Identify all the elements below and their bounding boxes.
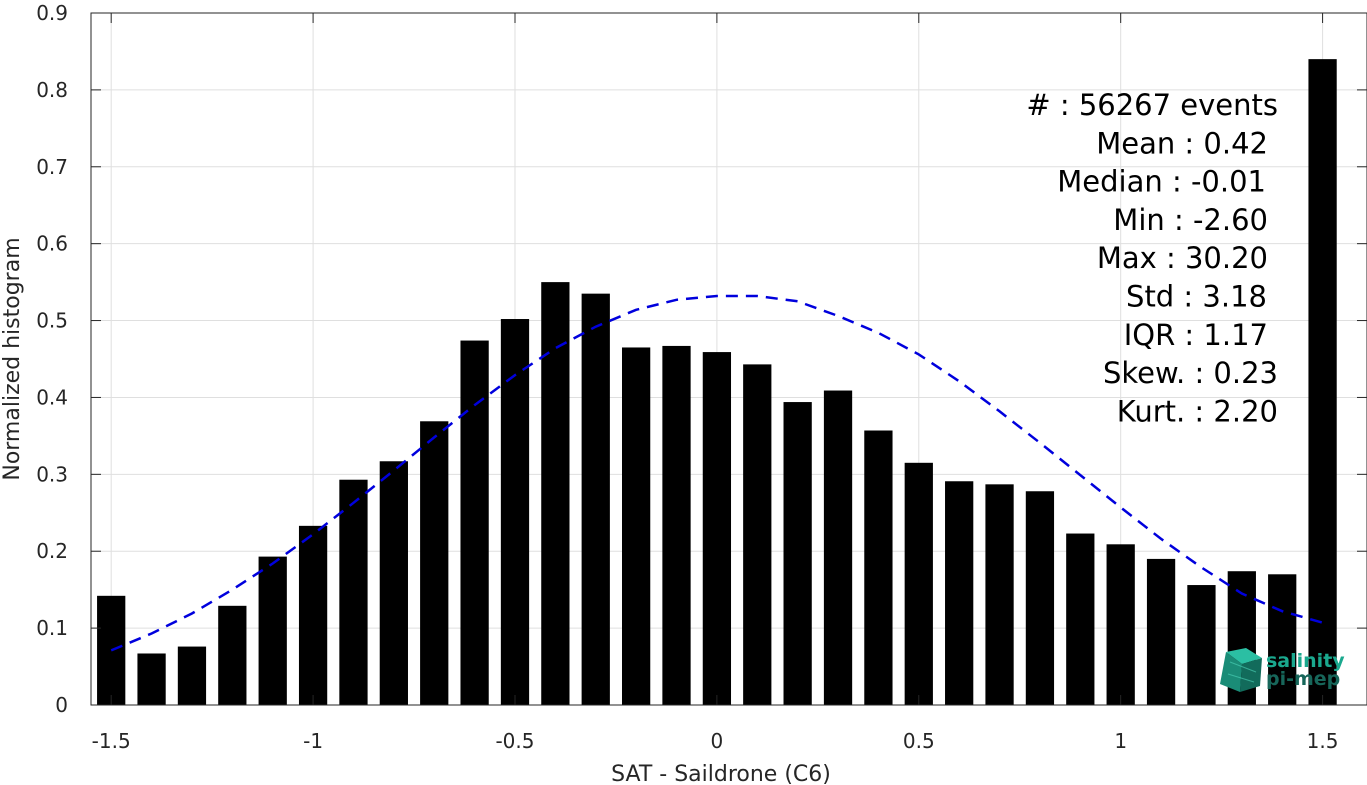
bar-20 [904,462,933,705]
bar-15 [702,352,732,705]
bar-14 [662,345,691,705]
y-tick-label-5: 0.5 [36,309,68,333]
bar-4 [258,556,287,705]
bar-11 [541,282,570,705]
bar-10 [500,319,530,705]
x-axis-label: SAT - Saildrone (C6) [611,762,831,785]
logo-text-pi-mep: pi-mep [1266,668,1340,690]
x-tick-label-6: 1.5 [1307,729,1339,753]
salinity-pi-mep-logo: salinity pi-mep [1220,648,1345,692]
stat-line-6: IQR : 1.17 [1124,318,1268,352]
bar-21 [945,481,974,705]
bar-30 [1308,59,1337,705]
x-tick-label-2: -0.5 [495,729,534,753]
bar-7 [379,461,408,705]
stat-line-3: Min : -2.60 [1113,203,1268,237]
bar-25 [1106,544,1135,705]
bar-24 [1066,533,1095,705]
logo-text-salinity: salinity [1266,650,1345,672]
y-tick-label-4: 0.4 [36,385,68,409]
bar-29 [1268,574,1297,705]
y-tick-label-7: 0.7 [36,155,68,179]
y-tick-label-2: 0.2 [36,539,68,563]
bar-26 [1146,558,1176,705]
bar-0 [97,595,126,705]
cube-icon [1220,648,1262,692]
bar-23 [1025,491,1055,705]
y-tick-label-9: 0.9 [36,1,68,25]
bar-8 [420,421,449,705]
stat-line-4: Max : 30.20 [1097,241,1268,275]
bar-2 [177,646,207,705]
x-tick-label-4: 0.5 [903,729,935,753]
stat-line-8: Kurt. : 2.20 [1117,394,1278,428]
stat-line-1: Mean : 0.42 [1096,126,1268,160]
bar-5 [298,525,328,705]
axis-ticks [91,12,1367,706]
stat-line-2: Median : -0.01 [1057,165,1266,199]
histogram-bars [97,59,1337,705]
bar-1 [137,653,166,705]
stat-line-5: Std : 3.18 [1126,280,1267,314]
stat-line-7: Skew. : 0.23 [1103,356,1278,390]
bar-19 [864,430,893,705]
y-tick-label-6: 0.6 [36,232,68,256]
y-tick-label-1: 0.1 [36,616,68,640]
bar-27 [1187,585,1216,705]
statistics-box: # : 56267 events Mean : 0.42 Median : -0.0… [1026,88,1278,428]
x-tick-labels: -1.5 -1 -0.5 0 0.5 1 1.5 [92,729,1339,753]
plot-frame [90,12,1367,706]
bar-16 [743,364,772,705]
bar-12 [581,293,610,705]
bar-6 [339,479,368,705]
x-tick-label-1: -1 [303,729,323,753]
y-tick-labels: 0 0.1 0.2 0.3 0.4 0.5 0.6 0.7 0.8 0.9 [36,1,68,717]
bar-13 [621,347,651,705]
x-tick-label-3: 0 [711,729,724,753]
x-tick-label-0: -1.5 [92,729,131,753]
y-tick-label-0: 0 [55,693,68,717]
y-axis-label: Normalized histogram [0,237,25,480]
bar-22 [985,484,1014,705]
bar-3 [218,605,247,705]
y-tick-label-8: 0.8 [36,78,68,102]
stat-line-0: # : 56267 events [1026,88,1278,122]
x-tick-label-5: 1 [1114,729,1127,753]
bar-18 [823,390,853,705]
bar-17 [783,402,812,705]
fit-curve [110,294,1323,652]
y-tick-label-3: 0.3 [36,462,68,486]
bar-9 [460,340,489,705]
